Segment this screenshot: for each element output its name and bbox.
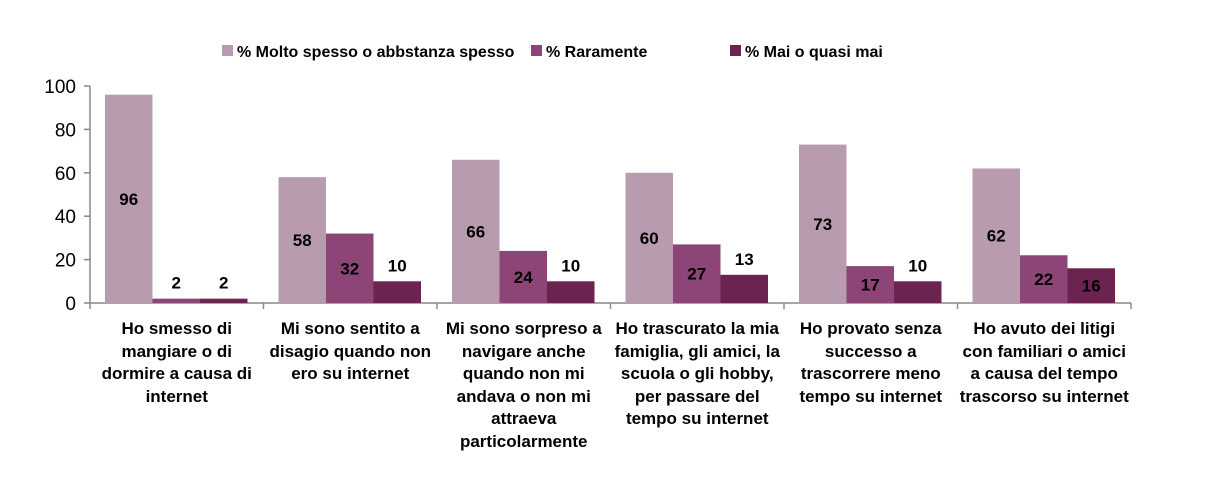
bar [499,250,547,303]
y-tick-label: 60 [55,164,76,185]
data-label: 58 [293,231,312,250]
data-label: 32 [340,259,359,278]
legend-swatch [730,45,741,56]
y-tick-label: 20 [55,251,76,272]
x-category-label: Ho avuto dei litigi con familiari o amic… [959,319,1129,406]
data-label: 24 [514,268,533,287]
legend-label: % Raramente [546,44,647,61]
legend-label: % Mai o quasi mai [745,44,883,61]
bar [152,298,200,303]
x-category-label: Mi sono sorpreso a navigare anche quando… [445,319,602,451]
bar [846,266,894,303]
data-label: 60 [640,229,659,248]
y-tick-label: 100 [44,77,76,98]
y-tick-label: 80 [55,120,76,141]
bar [452,159,500,303]
bar [894,281,942,303]
data-label: 17 [861,276,880,295]
bar [720,274,768,303]
x-category-label: Mi sono sentito a disagio quando non ero… [269,319,431,383]
data-label: 22 [1034,270,1053,289]
legend-swatch [222,45,233,56]
data-label: 27 [687,265,706,284]
bar [105,94,153,304]
x-category-label: Ho trascurato la mia famiglia, gli amici… [614,319,780,428]
bar [1020,255,1068,303]
bar [625,172,673,303]
bar [200,298,248,303]
data-label: 66 [466,222,485,241]
bar [1067,268,1115,303]
legend-label: % Molto spesso o abbstanza spesso [237,44,515,61]
data-label: 2 [219,274,228,293]
bar [547,281,595,303]
data-label: 13 [735,250,754,269]
data-label: 10 [388,256,407,275]
legend-swatch [531,45,542,56]
data-label: 62 [987,227,1006,246]
bar [373,281,421,303]
data-label: 10 [561,256,580,275]
data-label: 10 [908,256,927,275]
data-label: 73 [813,215,832,234]
x-category-label: Ho provato senza successo a trascorrere … [799,319,943,406]
y-tick-label: 40 [55,207,76,228]
data-label: 2 [172,274,181,293]
data-label: 96 [119,190,138,209]
bar [673,244,721,303]
bar [278,177,326,303]
bar [326,233,374,303]
bar [972,168,1020,303]
data-label: 16 [1082,277,1101,296]
x-category-label: Ho smesso di mangiare o di dormire a cau… [101,319,252,406]
bar [799,144,847,303]
y-tick-label: 0 [65,294,76,315]
